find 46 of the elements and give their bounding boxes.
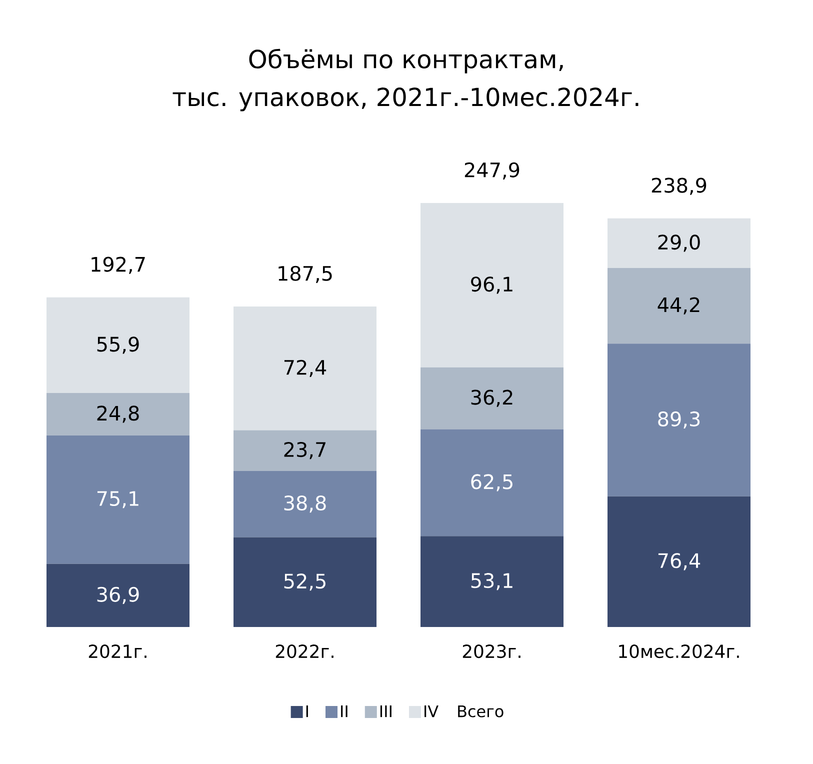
data-label: 62,5 [471, 474, 512, 492]
data-label: 76,4 [658, 553, 700, 570]
data-label: 89,3 [658, 411, 700, 429]
bar [46, 564, 190, 628]
data-label: 52,5 [284, 574, 326, 591]
data-label: 44,2 [658, 297, 700, 314]
data-label: 72,4 [284, 360, 326, 377]
total-label: 238,9 [652, 178, 706, 195]
bar [234, 306, 377, 430]
x-tick-label: 2023г. [462, 644, 520, 658]
bar [608, 268, 751, 344]
legend-label: IV [424, 705, 438, 718]
bar [234, 470, 377, 538]
bar [420, 536, 564, 628]
data-label: 96,1 [471, 276, 512, 294]
data-label: 38,8 [284, 495, 326, 513]
data-label: 29,0 [658, 234, 700, 252]
bar [420, 367, 564, 430]
legend-label: II [341, 705, 348, 718]
total-label: 192,7 [92, 256, 145, 274]
chart-title: Объёмы по контрактам, тыс. упаковок, 2021г.-10мес.2024г. [172, 48, 638, 112]
legend-label: III [380, 705, 392, 718]
bar [46, 297, 190, 394]
bar [608, 218, 751, 268]
data-label: 36,2 [471, 390, 512, 407]
bar [46, 435, 190, 564]
data-label: 75,1 [97, 491, 138, 508]
bar [46, 393, 190, 436]
x-tick-label: 2021г. [88, 644, 146, 658]
total-label: 247,9 [464, 162, 520, 180]
data-label: 36,9 [97, 586, 139, 604]
x-tick-label: 10мес.2024г. [619, 644, 739, 658]
x-tick-label: 2022г. [276, 644, 334, 658]
data-label: 53,1 [471, 573, 512, 590]
bar [608, 344, 751, 496]
bar [234, 537, 377, 628]
bar [234, 430, 377, 471]
bar [420, 429, 564, 536]
text: Всего [458, 705, 504, 718]
data-label: 55,9 [97, 336, 139, 354]
total-label: 187,5 [278, 266, 332, 283]
data-label: 24,8 [97, 406, 139, 423]
bar [420, 202, 564, 368]
legend-label: I [306, 705, 308, 718]
bar [608, 496, 751, 628]
data-label: 23,7 [284, 442, 326, 460]
